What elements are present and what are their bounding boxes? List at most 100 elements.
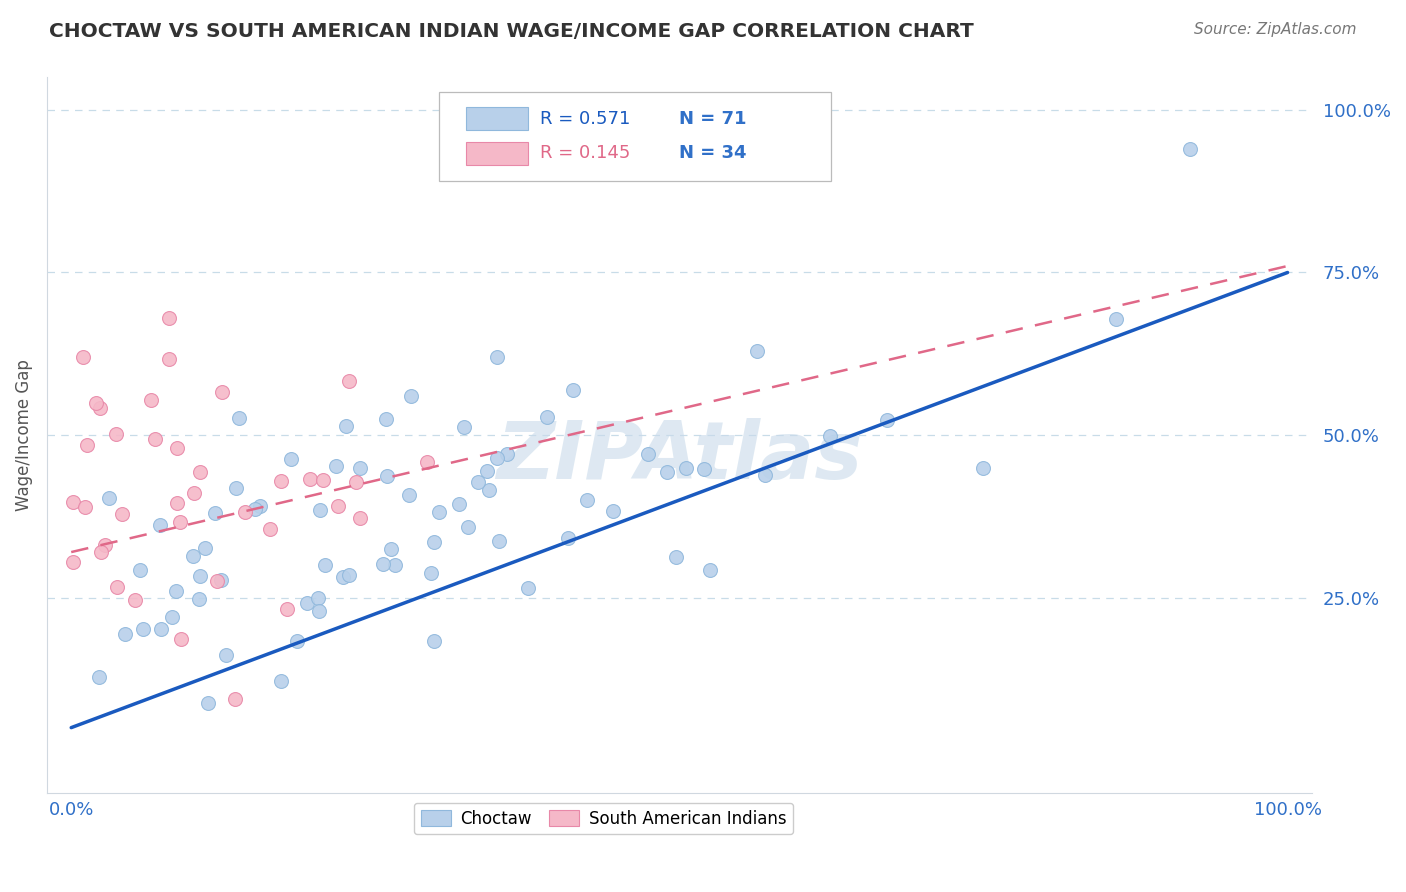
- Text: R = 0.571: R = 0.571: [540, 110, 631, 128]
- Point: [557, 531, 579, 545]
- Point: [98, 491, 121, 505]
- Point: [90, 544, 112, 558]
- Point: [73, 500, 96, 514]
- Point: [169, 516, 191, 530]
- Point: [224, 691, 246, 706]
- Point: [228, 411, 250, 425]
- Point: [693, 462, 716, 476]
- Point: [128, 563, 150, 577]
- Point: [249, 499, 271, 513]
- Point: [62, 555, 84, 569]
- Point: [62, 495, 84, 509]
- Point: [188, 569, 211, 583]
- Point: [245, 502, 267, 516]
- Point: [375, 412, 398, 426]
- Point: [447, 497, 470, 511]
- Point: [124, 593, 146, 607]
- Point: [307, 591, 329, 606]
- Point: [159, 352, 181, 367]
- Point: [188, 591, 211, 606]
- Point: [675, 461, 697, 475]
- Point: [337, 567, 360, 582]
- Point: [876, 413, 898, 427]
- Point: [972, 460, 994, 475]
- Text: Source: ZipAtlas.com: Source: ZipAtlas.com: [1194, 22, 1357, 37]
- Y-axis label: Wage/Income Gap: Wage/Income Gap: [15, 359, 32, 511]
- Point: [169, 632, 191, 647]
- Point: [280, 451, 302, 466]
- Point: [485, 451, 508, 466]
- Point: [285, 634, 308, 648]
- Point: [495, 447, 517, 461]
- Point: [665, 550, 688, 565]
- Point: [637, 447, 659, 461]
- Point: [475, 464, 498, 478]
- Point: [655, 465, 678, 479]
- Point: [344, 475, 367, 490]
- Point: [211, 384, 233, 399]
- Point: [89, 401, 111, 416]
- Text: ZIPAtlas: ZIPAtlas: [496, 417, 862, 495]
- Point: [215, 648, 238, 662]
- Point: [332, 570, 354, 584]
- Point: [188, 465, 211, 479]
- Point: [754, 467, 776, 482]
- Point: [105, 580, 128, 594]
- Point: [422, 634, 444, 648]
- Point: [467, 475, 489, 489]
- Point: [325, 458, 347, 473]
- Point: [160, 610, 183, 624]
- Text: N = 34: N = 34: [679, 145, 747, 162]
- Point: [72, 350, 94, 364]
- Point: [485, 350, 508, 364]
- Point: [422, 535, 444, 549]
- Point: [427, 505, 450, 519]
- Point: [166, 496, 188, 510]
- Point: [205, 574, 228, 588]
- Point: [299, 472, 322, 486]
- Point: [87, 670, 110, 684]
- Point: [602, 503, 624, 517]
- Legend: Choctaw, South American Indians: Choctaw, South American Indians: [413, 803, 793, 834]
- Point: [270, 674, 292, 689]
- Point: [488, 533, 510, 548]
- Text: N = 71: N = 71: [679, 110, 747, 128]
- Point: [818, 429, 841, 443]
- Point: [297, 597, 319, 611]
- Point: [150, 622, 173, 636]
- Point: [233, 506, 256, 520]
- Point: [76, 438, 98, 452]
- Point: [276, 602, 298, 616]
- FancyBboxPatch shape: [439, 92, 831, 181]
- Point: [337, 374, 360, 388]
- Point: [312, 473, 335, 487]
- Point: [111, 507, 134, 521]
- Point: [132, 622, 155, 636]
- Point: [166, 442, 188, 456]
- Point: [384, 558, 406, 572]
- Point: [561, 383, 583, 397]
- FancyBboxPatch shape: [465, 142, 527, 165]
- Point: [457, 519, 479, 533]
- Point: [308, 604, 330, 618]
- Point: [225, 482, 247, 496]
- Point: [349, 461, 371, 475]
- Point: [420, 566, 443, 580]
- Point: [375, 468, 398, 483]
- Point: [94, 538, 117, 552]
- Point: [380, 541, 402, 556]
- Point: [194, 541, 217, 555]
- Text: R = 0.145: R = 0.145: [540, 145, 631, 162]
- Point: [349, 511, 371, 525]
- Point: [259, 522, 281, 536]
- Point: [309, 503, 332, 517]
- Point: [699, 563, 721, 577]
- Point: [478, 483, 501, 498]
- Point: [453, 420, 475, 434]
- Point: [105, 427, 128, 442]
- Point: [335, 418, 357, 433]
- Point: [371, 557, 394, 571]
- Point: [197, 696, 219, 710]
- Point: [326, 499, 349, 513]
- Point: [181, 549, 204, 563]
